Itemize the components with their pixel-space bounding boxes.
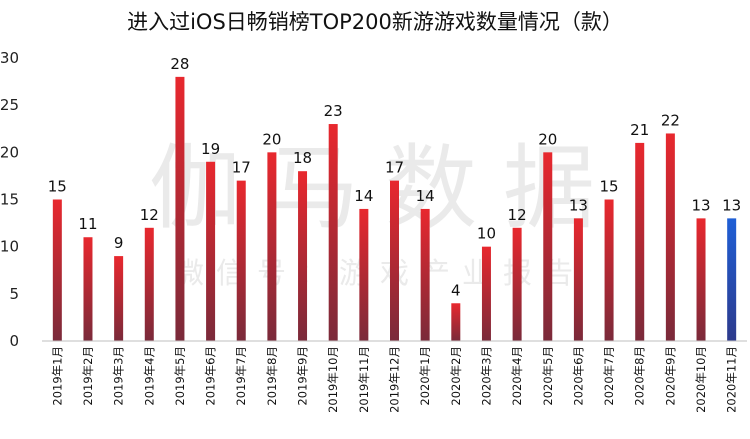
data-label: 14 xyxy=(416,187,435,205)
y-tick-label: 20 xyxy=(0,143,19,161)
x-tick-label: 2020年11月 xyxy=(725,346,739,413)
x-tick-label: 2019年10月 xyxy=(326,346,340,413)
x-tick-label: 2019年3月 xyxy=(112,346,126,406)
watermark-sub-text: 微信号：游戏产业报告 xyxy=(175,256,585,290)
x-tick-label: 2019年6月 xyxy=(204,346,218,406)
bar xyxy=(236,180,246,341)
data-label: 17 xyxy=(232,159,251,177)
bar xyxy=(451,303,461,341)
bar xyxy=(604,199,614,341)
x-tick-label: 2020年9月 xyxy=(663,346,677,406)
y-tick-label: 0 xyxy=(9,332,19,350)
data-label: 17 xyxy=(385,159,404,177)
data-label: 15 xyxy=(600,178,619,196)
x-axis: 2019年1月 2019年2月 2019年3月 2019年4月 2019年5月 2019年… xyxy=(42,340,747,413)
x-tick-label: 2019年11月 xyxy=(357,346,371,413)
x-tick-label: 2019年9月 xyxy=(296,346,310,406)
x-tick-label: 2019年7月 xyxy=(234,346,248,406)
bar xyxy=(390,180,399,341)
bar xyxy=(481,246,491,341)
data-labels: 15 11 9 12 28 19 17 20 18 23 14 17 14 4 10 12 20 13 15 21 22… xyxy=(48,55,741,299)
data-label: 13 xyxy=(569,196,588,214)
watermark-main-text: 伽马数据 xyxy=(149,135,621,242)
x-tick-label: 2019年4月 xyxy=(142,346,156,406)
x-tick-label: 2020年8月 xyxy=(633,346,647,406)
x-tick-label: 2019年5月 xyxy=(173,346,187,406)
data-label: 19 xyxy=(201,140,220,158)
y-tick-label: 15 xyxy=(0,191,19,209)
x-tick-label: 2020年4月 xyxy=(510,346,524,406)
bar xyxy=(206,161,216,341)
bar xyxy=(359,208,369,341)
y-axis: 0 5 10 15 20 25 30 xyxy=(0,49,19,350)
bar xyxy=(267,152,277,341)
bar xyxy=(635,142,645,341)
bar xyxy=(175,76,185,341)
y-tick-label: 5 xyxy=(9,285,19,303)
data-label: 28 xyxy=(170,55,189,73)
bar xyxy=(543,152,553,341)
bar xyxy=(727,218,737,341)
x-tick-label: 2020年2月 xyxy=(449,346,463,406)
x-tick-label: 2019年8月 xyxy=(265,346,279,406)
bar xyxy=(114,256,124,341)
data-label: 23 xyxy=(324,102,343,120)
data-label: 22 xyxy=(661,111,680,129)
data-label: 4 xyxy=(451,281,461,299)
data-label: 12 xyxy=(508,206,527,224)
x-tick-label: 2019年12月 xyxy=(388,346,402,413)
bar xyxy=(144,227,154,341)
data-label: 13 xyxy=(722,196,741,214)
data-label: 20 xyxy=(262,130,281,148)
bars xyxy=(52,76,737,342)
y-tick-label: 30 xyxy=(0,49,19,67)
chart-title: 进入过iOS日畅销榜TOP200新游游戏数量情况（款） xyxy=(127,10,623,34)
bar xyxy=(696,218,706,341)
bar xyxy=(83,237,93,341)
x-tick-label: 2020年3月 xyxy=(479,346,493,406)
x-tick-label: 2020年6月 xyxy=(571,346,585,406)
data-label: 11 xyxy=(78,215,97,233)
x-tick-label: 2020年10月 xyxy=(694,346,708,413)
bar xyxy=(512,227,522,341)
y-tick-label: 25 xyxy=(0,96,19,114)
x-tick-label: 2020年7月 xyxy=(602,346,616,406)
data-label: 9 xyxy=(114,234,124,252)
data-label: 10 xyxy=(477,225,496,243)
data-label: 12 xyxy=(140,206,159,224)
data-label: 21 xyxy=(630,121,649,139)
x-tick-label: 2020年1月 xyxy=(418,346,432,406)
bar xyxy=(573,218,583,341)
data-label: 20 xyxy=(538,130,557,148)
bar xyxy=(420,208,430,341)
data-label: 13 xyxy=(691,196,710,214)
data-label: 14 xyxy=(354,187,373,205)
bar xyxy=(52,199,62,341)
data-label: 18 xyxy=(293,149,312,167)
x-tick-label: 2020年5月 xyxy=(541,346,555,406)
y-tick-label: 10 xyxy=(0,238,19,256)
bar xyxy=(298,171,308,341)
x-tick-label: 2019年1月 xyxy=(50,346,64,406)
data-label: 15 xyxy=(48,178,67,196)
bar xyxy=(665,133,675,341)
bar xyxy=(328,124,338,342)
x-tick-label: 2019年2月 xyxy=(81,346,95,406)
